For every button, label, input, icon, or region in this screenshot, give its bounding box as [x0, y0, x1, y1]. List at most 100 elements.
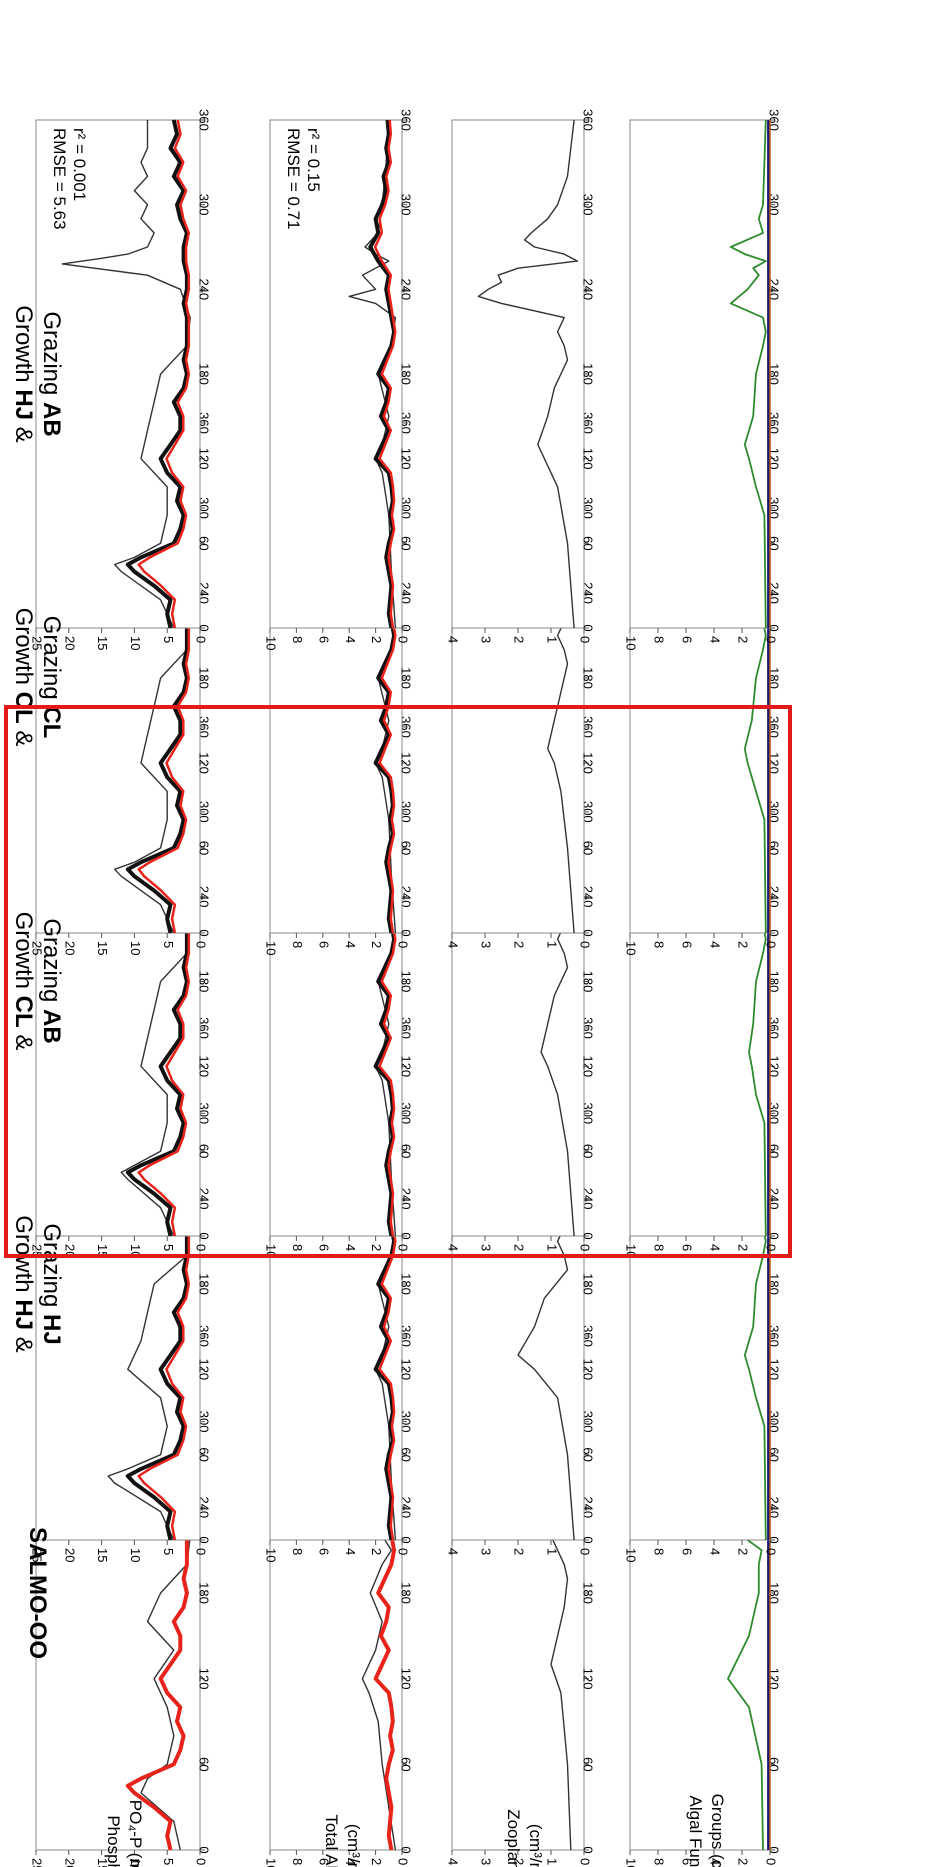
x-tick-label: 0 — [196, 1846, 211, 1853]
y-tick-label: 6 — [680, 1244, 695, 1251]
x-tick-label: 120 — [398, 1055, 413, 1077]
y-tick-label: 8 — [652, 1244, 667, 1251]
y-tick-label: 10 — [624, 941, 639, 955]
x-tick-label: 120 — [196, 448, 211, 470]
model-title-0: SALMO-OO — [24, 1527, 51, 1659]
x-tick-label: 180 — [196, 667, 211, 689]
y-tick-label: 0 — [764, 941, 779, 948]
y-tick-label: 8 — [652, 636, 667, 643]
y-tick-label: 4 — [708, 636, 723, 643]
model-title-part: Growth — [10, 912, 37, 996]
y-tick-label: 2 — [369, 1244, 384, 1251]
model-title-part: CL — [38, 706, 65, 738]
row-label-line1: Algal Functional — [686, 1796, 705, 1867]
x-tick-label: 60 — [398, 1144, 413, 1158]
x-tick-label: 180 — [196, 971, 211, 993]
y-tick-label: 2 — [736, 636, 751, 643]
x-tick-label: 120 — [398, 752, 413, 774]
y-tick-label: 0 — [764, 636, 779, 643]
x-tick-label: 0 — [196, 624, 211, 631]
x-tick-label: 0 — [196, 1232, 211, 1239]
x-tick-label: 60 — [580, 536, 595, 550]
x-tick-label: 60 — [580, 1447, 595, 1461]
x-tick-label: 180 — [398, 971, 413, 993]
y-tick-label: 6 — [680, 941, 695, 948]
y-tick-label: 8 — [290, 636, 305, 643]
y-tick-label: 10 — [128, 941, 143, 955]
y-tick-label: 2 — [369, 941, 384, 948]
y-tick-label: 3 — [479, 941, 494, 948]
y-tick-label: 25 — [30, 1858, 45, 1867]
y-tick-label: 6 — [680, 1858, 695, 1865]
row-label-line2: PO₄-P (mg/m³) — [126, 1800, 145, 1867]
y-tick-label: 2 — [369, 1548, 384, 1555]
x-tick-label: 120 — [580, 1358, 595, 1380]
x-tick-label: 60 — [398, 1757, 413, 1771]
y-tick-label: 8 — [652, 941, 667, 948]
y-tick-label: 10 — [128, 636, 143, 650]
y-tick-label: 0 — [194, 1858, 209, 1865]
model-title-part: & — [10, 420, 37, 443]
x-tick-label: 60 — [398, 536, 413, 550]
y-tick-label: 4 — [446, 636, 461, 643]
x-tick-label: 120 — [580, 1668, 595, 1690]
y-tick-label: 0 — [194, 1244, 209, 1251]
model-title-2: Growth CL & — [10, 912, 37, 1051]
y-tick-label: 4 — [343, 1548, 358, 1555]
x-tick-label: 120 — [580, 1055, 595, 1077]
y-tick-label: 15 — [95, 1858, 110, 1867]
y-tick-label: 4 — [343, 1858, 358, 1865]
model-title-part: & — [10, 724, 37, 747]
y-tick-label: 6 — [316, 1858, 331, 1865]
model-title-part: HJ — [10, 389, 37, 420]
y-tick-label: 1 — [545, 1244, 560, 1251]
y-tick-label: 2 — [736, 941, 751, 948]
x-tick-label: 60 — [196, 841, 211, 855]
highlight-box — [4, 705, 792, 1258]
x-tick-label: 0 — [580, 1536, 595, 1543]
y-tick-label: 1 — [545, 1858, 560, 1865]
panel-frame — [451, 119, 585, 629]
model-title-4: Grazing AB — [38, 311, 65, 436]
rmse-label: RMSE = 5.63 — [50, 128, 69, 230]
y-tick-label: 6 — [316, 1244, 331, 1251]
x-tick-label: 300 — [196, 194, 211, 216]
x-tick-label: 0 — [766, 1846, 781, 1853]
x-tick-label: 0 — [766, 1232, 781, 1239]
y-tick-label: 10 — [264, 1858, 279, 1867]
observed-line-red — [373, 119, 397, 629]
y-tick-label: 8 — [652, 1858, 667, 1865]
x-tick-label: 360 — [580, 109, 595, 131]
x-tick-label: 120 — [580, 448, 595, 470]
x-tick-label: 0 — [398, 1846, 413, 1853]
x-tick-label: 180 — [580, 1273, 595, 1295]
y-tick-label: 8 — [290, 1244, 305, 1251]
y-tick-label: 10 — [264, 636, 279, 650]
y-tick-label: 4 — [708, 1858, 723, 1865]
y-tick-label: 8 — [290, 941, 305, 948]
y-tick-label: 5 — [161, 1244, 176, 1251]
y-tick-label: 0 — [764, 1548, 779, 1555]
y-tick-label: 2 — [512, 941, 527, 948]
y-tick-label: 4 — [708, 941, 723, 948]
simulated-line — [477, 119, 579, 629]
y-tick-label: 2 — [512, 636, 527, 643]
y-tick-label: 2 — [512, 1548, 527, 1555]
x-tick-label: 240 — [196, 278, 211, 300]
y-tick-label: 2 — [736, 1244, 751, 1251]
model-title-1: Grazing HJ — [38, 1223, 65, 1344]
y-tick-label: 4 — [446, 1244, 461, 1251]
y-tick-label: 3 — [479, 1858, 494, 1865]
y-tick-label: 6 — [680, 636, 695, 643]
x-tick-label: 180 — [580, 363, 595, 385]
row-label-line1: Phosphate — [104, 1815, 123, 1867]
x-tick-label: 180 — [580, 971, 595, 993]
x-tick-label: 0 — [580, 1232, 595, 1239]
y-tick-label: 4 — [446, 941, 461, 948]
rmse-label: RMSE = 0.71 — [284, 128, 303, 230]
model-title-4: Growth HJ & — [10, 305, 37, 442]
y-tick-label: 10 — [128, 1858, 143, 1867]
x-tick-label: 0 — [398, 624, 413, 631]
y-tick-label: 15 — [95, 1548, 110, 1562]
